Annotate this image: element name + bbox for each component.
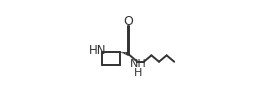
Text: HN: HN (89, 44, 106, 57)
Text: NH
H: NH H (129, 59, 146, 78)
Text: O: O (123, 15, 133, 28)
